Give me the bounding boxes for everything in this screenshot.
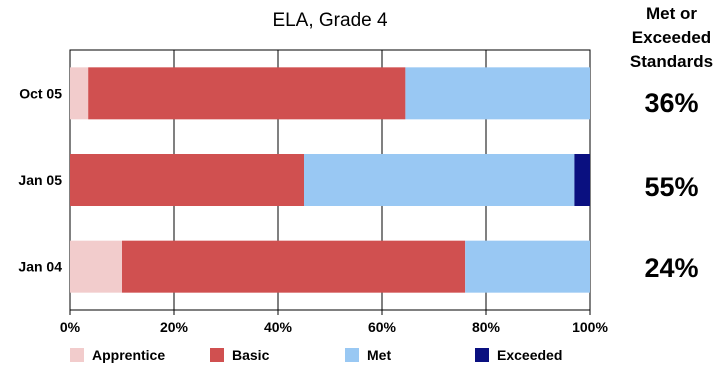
- legend-item: Met: [345, 347, 391, 363]
- bar-segment: [304, 154, 575, 206]
- bar-segment: [574, 154, 590, 206]
- legend: Apprentice Basic Met Exceeded: [70, 347, 562, 363]
- percent-value: 24%: [644, 253, 699, 283]
- legend-item: Apprentice: [70, 347, 165, 363]
- x-tick-label: 80%: [472, 319, 501, 335]
- percent-value: 36%: [644, 88, 699, 118]
- chart-title: ELA, Grade 4: [272, 10, 388, 31]
- bar-segment: [70, 154, 304, 206]
- x-tick-label: 0%: [60, 319, 81, 335]
- bar-segment: [122, 240, 466, 293]
- bar-segment: [70, 67, 89, 120]
- bar-segment: [88, 67, 406, 120]
- legend-swatch: [475, 348, 489, 362]
- panel-title-line: Exceeded: [631, 28, 712, 47]
- x-tick-label: 100%: [572, 319, 608, 335]
- met-or-exceeded-panel: Met or Exceeded Standards 36% 55% 24%: [618, 0, 725, 283]
- bar-segment: [405, 67, 590, 120]
- legend-item: Basic: [210, 347, 270, 363]
- plot-area: 0% 20% 40% 60% 80% 100% Oct 05 Jan 05 Jan 04: [18, 49, 608, 335]
- x-tick-label: 20%: [160, 319, 189, 335]
- legend-label: Exceeded: [497, 347, 562, 363]
- legend-label: Met: [367, 347, 391, 363]
- x-tick-label: 40%: [264, 319, 293, 335]
- legend-label: Apprentice: [92, 347, 165, 363]
- legend-swatch: [345, 348, 359, 362]
- legend-swatch: [210, 348, 224, 362]
- x-tick-label: 60%: [368, 319, 397, 335]
- category-label: Oct 05: [19, 85, 62, 101]
- panel-title-line: Met or: [646, 4, 697, 23]
- bar-segment: [70, 240, 122, 293]
- category-label: Jan 04: [18, 259, 62, 275]
- legend-label: Basic: [232, 347, 270, 363]
- legend-item: Exceeded: [475, 347, 562, 363]
- percent-value: 55%: [644, 172, 699, 202]
- legend-swatch: [70, 348, 84, 362]
- panel-title-line: Standards: [629, 52, 714, 71]
- category-label: Jan 05: [18, 172, 62, 188]
- panel-title: Met or Exceeded Standards: [618, 0, 725, 74]
- bar-segment: [465, 240, 590, 293]
